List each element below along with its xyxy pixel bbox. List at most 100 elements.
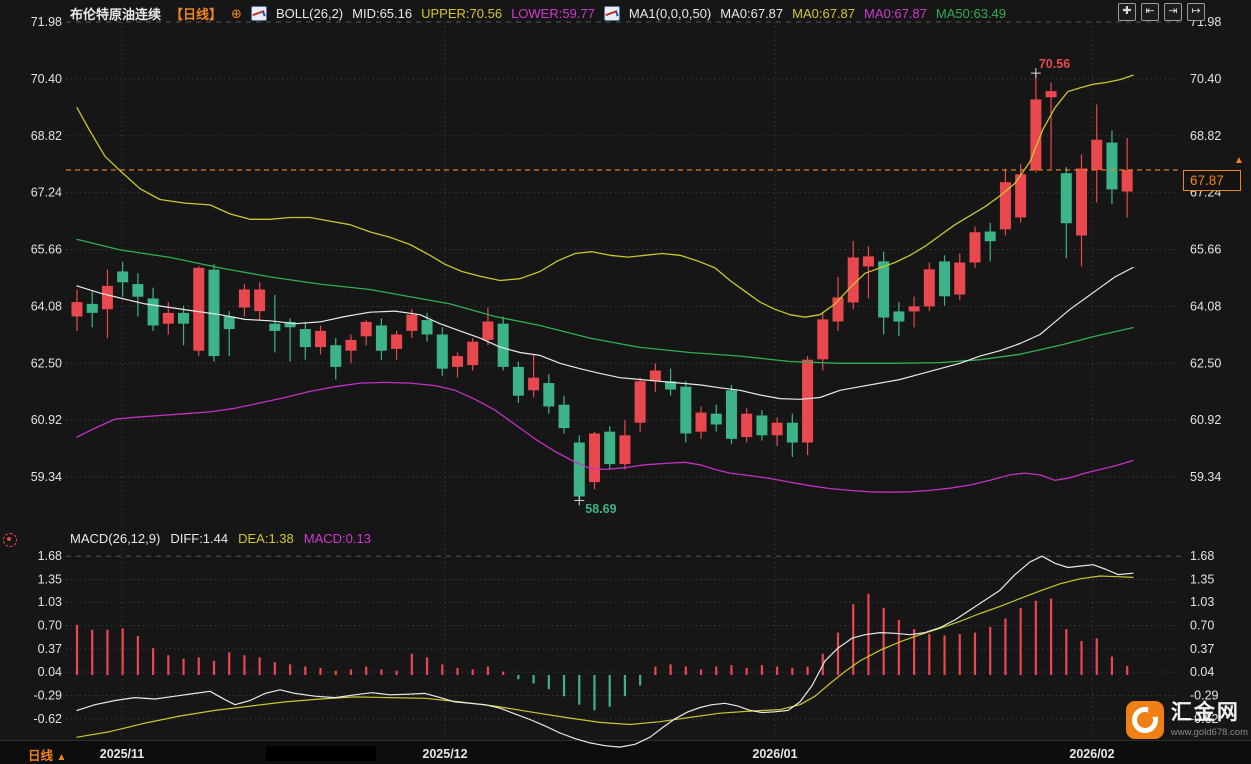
candle[interactable]: [1060, 173, 1072, 224]
candle[interactable]: [695, 412, 707, 432]
candle[interactable]: [893, 311, 905, 322]
candle[interactable]: [254, 289, 266, 312]
y-axis-label: 67.24: [31, 186, 62, 200]
candle[interactable]: [1045, 91, 1057, 98]
candle[interactable]: [832, 297, 844, 322]
candle[interactable]: [132, 284, 144, 297]
candle[interactable]: [649, 370, 661, 382]
candle[interactable]: [1106, 142, 1118, 190]
candle[interactable]: [360, 321, 372, 337]
boll-indicator-icon[interactable]: [250, 6, 267, 21]
candle[interactable]: [1091, 139, 1103, 170]
candle[interactable]: [634, 381, 646, 423]
candle[interactable]: [817, 319, 829, 360]
macd-panel-icon[interactable]: [3, 533, 17, 547]
candle[interactable]: [680, 386, 692, 434]
candle[interactable]: [528, 377, 540, 391]
candle[interactable]: [147, 298, 159, 326]
candle[interactable]: [452, 356, 463, 367]
candle[interactable]: [71, 302, 83, 317]
y-axis-label: 65.66: [31, 243, 62, 257]
candle[interactable]: [284, 321, 296, 328]
candle[interactable]: [238, 289, 250, 308]
scale-right-icon[interactable]: ⇥: [1164, 3, 1182, 21]
candle[interactable]: [482, 321, 494, 340]
ma-indicator-icon[interactable]: [603, 6, 620, 21]
candle[interactable]: [558, 404, 570, 429]
candle[interactable]: [847, 257, 859, 303]
current-price-tag: 67.87: [1183, 170, 1241, 191]
candle[interactable]: [878, 261, 890, 318]
candle[interactable]: [101, 285, 113, 310]
y-axis-label: 64.08: [31, 299, 62, 313]
candlestick-layer: [71, 73, 1133, 501]
y-axis-label: 0.04: [38, 665, 62, 679]
candle[interactable]: [315, 330, 327, 348]
ma0-value-magenta: MA0:67.87: [864, 6, 927, 21]
candle[interactable]: [345, 339, 357, 351]
candle[interactable]: [984, 231, 996, 242]
candle[interactable]: [999, 182, 1011, 230]
candle[interactable]: [908, 306, 920, 312]
period-tag: 【日线】: [170, 7, 223, 22]
scale-left-icon[interactable]: ⇤: [1141, 3, 1159, 21]
candle[interactable]: [208, 269, 220, 357]
boll-upper-line: [76, 74, 1134, 318]
y-axis-label: -0.29: [34, 689, 63, 703]
exit-icon[interactable]: ↦: [1187, 3, 1205, 21]
candle[interactable]: [923, 269, 935, 307]
period-selector[interactable]: 日线 ▲: [28, 745, 66, 764]
candle[interactable]: [588, 433, 600, 483]
link-icon[interactable]: ⊕: [231, 5, 242, 21]
y-axis-label: 0.04: [1190, 665, 1214, 679]
high-price-annotation: 70.56: [1038, 57, 1071, 72]
candle[interactable]: [604, 431, 616, 465]
candle[interactable]: [467, 341, 479, 366]
candle[interactable]: [406, 314, 418, 331]
candle[interactable]: [436, 334, 448, 369]
candle[interactable]: [939, 261, 951, 297]
candle[interactable]: [223, 316, 235, 330]
candle[interactable]: [421, 320, 433, 335]
macd-lines: [76, 555, 1134, 748]
candle[interactable]: [269, 323, 281, 331]
candle[interactable]: [969, 232, 981, 263]
candle[interactable]: [1015, 174, 1027, 218]
candle[interactable]: [1121, 169, 1133, 192]
candle[interactable]: [573, 442, 585, 497]
boll-mid-line: [76, 266, 1134, 400]
candle[interactable]: [954, 262, 966, 295]
candle[interactable]: [375, 325, 387, 351]
candle[interactable]: [771, 422, 783, 436]
candle[interactable]: [786, 422, 798, 443]
candle[interactable]: [802, 359, 814, 443]
ma50-value: MA50:63.49: [935, 6, 1006, 21]
candle[interactable]: [725, 390, 737, 439]
candle[interactable]: [862, 256, 874, 267]
candle[interactable]: [299, 329, 311, 348]
macd-histogram: [75, 593, 1129, 711]
candle[interactable]: [178, 312, 190, 324]
x-axis-label: 2025/12: [422, 747, 467, 761]
candle[interactable]: [512, 366, 524, 396]
candle[interactable]: [330, 345, 342, 367]
candle[interactable]: [391, 334, 403, 349]
candle[interactable]: [619, 435, 631, 465]
candle[interactable]: [497, 323, 509, 367]
candle[interactable]: [1030, 99, 1042, 171]
pan-icon[interactable]: ✚: [1118, 3, 1136, 21]
candle[interactable]: [162, 312, 174, 324]
candle[interactable]: [543, 383, 555, 407]
candle[interactable]: [86, 303, 98, 313]
candle[interactable]: [193, 267, 205, 351]
y-axis-label: -0.62: [34, 712, 63, 726]
candle[interactable]: [665, 381, 677, 390]
candle[interactable]: [1076, 168, 1088, 236]
chart-header: 布伦特原油连续 【日线】 ⊕ BOLL(26,2) MID:65.16 UPPE…: [70, 4, 1006, 23]
candle[interactable]: [756, 415, 768, 436]
candle[interactable]: [117, 271, 129, 283]
candle[interactable]: [741, 413, 753, 438]
candle[interactable]: [710, 413, 722, 425]
